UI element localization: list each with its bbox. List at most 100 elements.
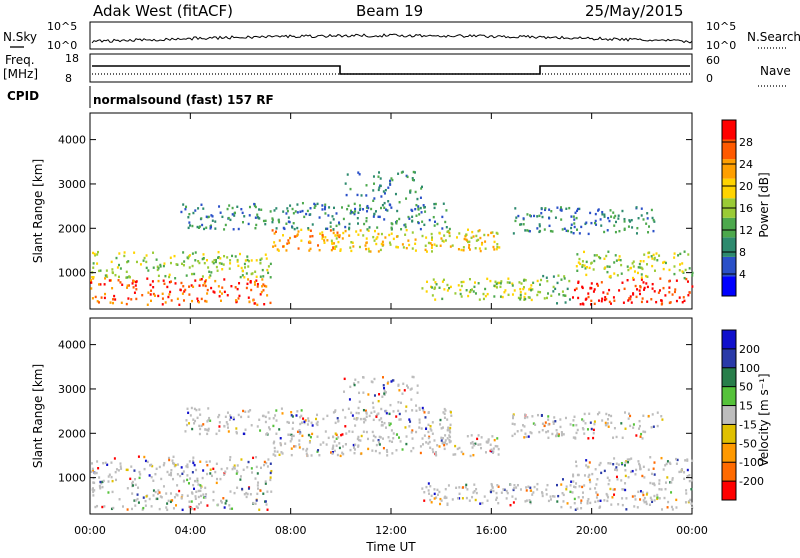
range-cell [476,437,479,441]
range-cell [590,427,593,431]
range-cell [334,421,337,425]
range-cell [101,480,104,484]
range-cell [588,412,591,415]
range-cell [548,224,551,228]
range-cell [378,215,381,219]
y-tick-label: 1000 [58,472,86,485]
range-cell [244,410,247,413]
range-cell [216,477,219,481]
range-cell [613,299,616,302]
range-cell [523,416,526,420]
range-cell [570,223,573,226]
range-cell [223,425,226,428]
range-cell [362,430,365,433]
range-cell [631,226,634,229]
range-cell [214,220,217,223]
range-cell [144,499,147,503]
range-cell [181,472,184,475]
range-cell [629,220,632,223]
range-cell [139,263,142,266]
range-cell [131,507,134,511]
range-cell [200,297,203,301]
range-cell [629,424,632,428]
range-cell [131,480,134,484]
nave-tick-bottom: 0 [706,72,713,85]
range-cell [344,225,347,229]
range-cell [202,253,205,256]
range-cell [473,483,476,486]
range-cell [604,423,607,427]
range-cell [349,212,352,215]
range-cell [656,493,659,497]
range-cell [234,211,237,215]
range-cell [310,421,313,424]
range-cell [241,274,244,277]
colorbar-tick-label: 8 [739,246,746,259]
range-cell [256,282,259,286]
range-cell [592,268,595,271]
range-cell [609,462,612,465]
range-cell [249,281,252,284]
range-cell [572,215,575,218]
range-cell [200,494,203,498]
range-cell [398,436,401,439]
range-cell [612,436,615,439]
range-cell [296,234,299,237]
range-cell [552,420,555,423]
power-data [90,170,694,307]
range-cell [176,494,179,497]
range-cell [299,210,302,213]
range-cell [254,205,257,209]
range-cell [673,265,676,268]
range-cell [267,426,270,429]
range-cell [146,303,149,306]
range-cell [518,281,521,284]
range-cell [152,489,155,492]
range-cell [264,500,267,503]
range-cell [432,278,435,281]
range-cell [601,210,604,214]
range-cell [599,218,602,221]
range-cell [560,206,563,209]
range-cell [449,435,452,439]
range-cell [511,293,514,296]
range-cell [460,295,463,298]
range-cell [473,281,476,284]
range-cell [646,217,649,220]
range-cell [199,413,202,416]
range-cell [111,490,114,494]
x-tick-label: 12:00 [375,524,407,537]
range-cell [658,497,661,500]
range-cell [357,435,360,439]
range-cell [408,243,411,247]
range-cell [243,262,246,266]
range-cell [132,484,135,487]
range-cell [640,432,643,436]
range-cell [639,498,642,501]
range-cell [539,290,542,294]
range-cell [651,282,654,286]
range-cell [376,226,379,229]
range-cell [272,245,275,248]
range-cell [170,468,173,472]
range-cell [617,503,620,506]
range-cell [409,420,412,423]
range-cell [432,450,435,454]
range-cell [446,502,449,505]
range-cell [290,433,293,437]
range-cell [379,177,382,180]
range-cell [691,479,694,482]
range-cell [372,439,375,442]
range-cell [327,214,330,217]
range-cell [233,467,236,470]
range-cell [296,226,299,230]
range-cell [603,257,606,260]
velocity-colorbar-label: Velocity [m s⁻¹] [757,373,771,466]
range-cell [606,476,609,480]
range-cell [610,302,613,305]
range-cell [183,290,186,293]
range-cell [560,218,563,221]
range-cell [427,442,430,445]
range-cell [92,481,95,484]
range-cell [529,214,532,217]
